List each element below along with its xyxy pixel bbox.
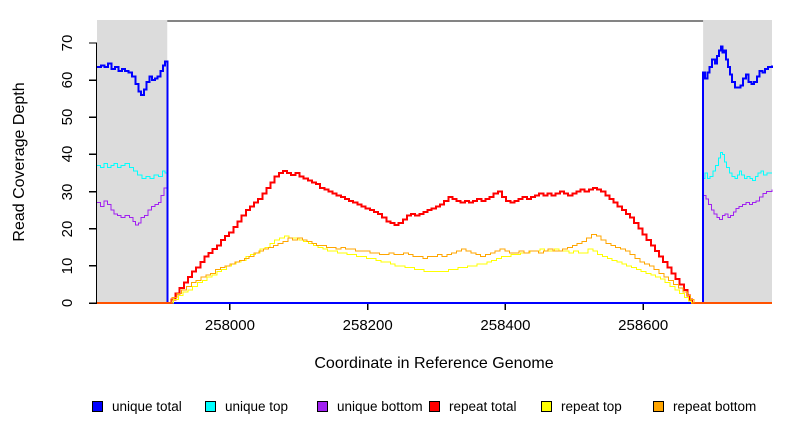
legend-swatch-unique-top <box>205 400 216 412</box>
series-unique-total <box>97 45 773 304</box>
legend-swatch-repeat-bottom <box>653 400 664 412</box>
series-repeat-total <box>97 170 772 304</box>
legend-item-repeat-total: repeat total <box>429 398 517 414</box>
legend-swatch-unique-bottom <box>317 400 328 412</box>
legend-item-unique-total: unique total <box>92 398 182 414</box>
legend-label: repeat bottom <box>673 398 757 414</box>
legend-item-repeat-top: repeat top <box>541 398 622 414</box>
y-tick-label-10: 10 <box>58 257 76 275</box>
series-unique-bottom <box>97 187 773 304</box>
x-axis-title: Coordinate in Reference Genome <box>314 355 554 372</box>
x-tick-label-258600: 258600 <box>618 317 669 334</box>
y-axis-title: Read Coverage Depth <box>11 82 28 242</box>
x-tick-label-258000: 258000 <box>204 317 255 334</box>
shaded-region-right <box>703 20 772 303</box>
y-tick-label-50: 50 <box>58 108 76 126</box>
y-tick-label-0: 0 <box>58 298 76 308</box>
x-tick-label-258400: 258400 <box>480 317 531 334</box>
legend-label: unique total <box>112 398 182 414</box>
y-tick-label-30: 30 <box>58 183 76 200</box>
legend-item-repeat-bottom: repeat bottom <box>653 398 757 414</box>
legend-swatch-repeat-total <box>429 400 440 412</box>
y-tick-label-40: 40 <box>58 146 76 163</box>
y-tick-label-70: 70 <box>58 34 76 52</box>
legend-label: repeat top <box>561 398 622 414</box>
x-tick-label-258200: 258200 <box>342 317 393 334</box>
legend-label: unique bottom <box>337 398 423 414</box>
legend-item-unique-top: unique top <box>205 398 289 414</box>
legend-label: repeat total <box>449 398 517 414</box>
legend-swatch-unique-total <box>92 400 103 412</box>
legend-item-unique-bottom: unique bottom <box>317 398 423 414</box>
legend-swatch-repeat-top <box>541 400 552 412</box>
legend-label: unique top <box>225 398 289 414</box>
y-tick-label-60: 60 <box>58 71 76 89</box>
y-tick-label-20: 20 <box>58 220 76 238</box>
series-unique-top <box>97 152 772 304</box>
series-repeat-bottom <box>97 233 772 304</box>
